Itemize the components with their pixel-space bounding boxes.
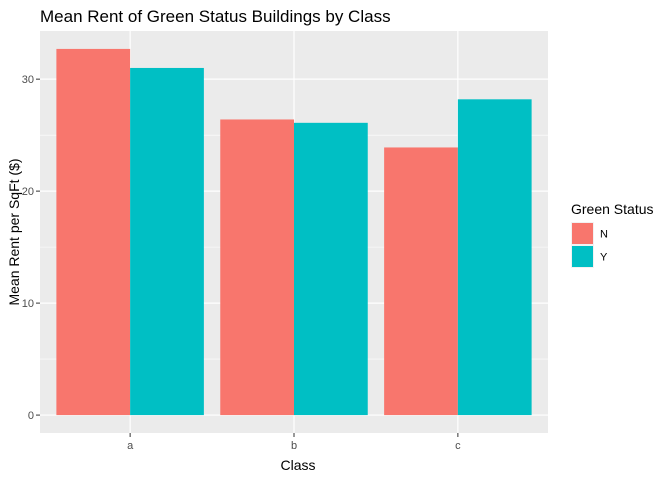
legend-label-Y: Y	[600, 252, 608, 264]
x-tick-label: c	[455, 440, 461, 452]
bar-Y-c	[457, 99, 532, 416]
bar-Y-b	[294, 122, 368, 416]
legend-title: Green Status	[571, 201, 654, 217]
legend-swatch-N	[572, 223, 593, 244]
bar-N-c	[384, 147, 458, 416]
y-tick-label: 30	[22, 74, 34, 86]
x-axis: a b c	[127, 433, 461, 452]
x-axis-title: Class	[280, 457, 315, 473]
legend-items: NY	[571, 222, 608, 268]
legend-label-N: N	[600, 229, 608, 241]
bar-N-b	[220, 119, 294, 416]
y-tick-label: 10	[22, 298, 34, 310]
legend-swatch-Y	[572, 246, 593, 267]
y-tick-label: 20	[22, 186, 34, 198]
y-axis: 0 10 20 30	[22, 74, 40, 422]
legend: Green Status NY	[571, 201, 654, 268]
y-axis-title: Mean Rent per SqFt ($)	[6, 158, 22, 305]
x-tick-label: a	[127, 440, 134, 452]
x-tick-label: b	[291, 440, 297, 452]
bars-layer	[56, 48, 532, 416]
bar-Y-a	[130, 67, 204, 416]
y-tick-label: 0	[28, 410, 34, 422]
bar-N-a	[56, 48, 131, 416]
chart-title: Mean Rent of Green Status Buildings by C…	[40, 7, 391, 26]
